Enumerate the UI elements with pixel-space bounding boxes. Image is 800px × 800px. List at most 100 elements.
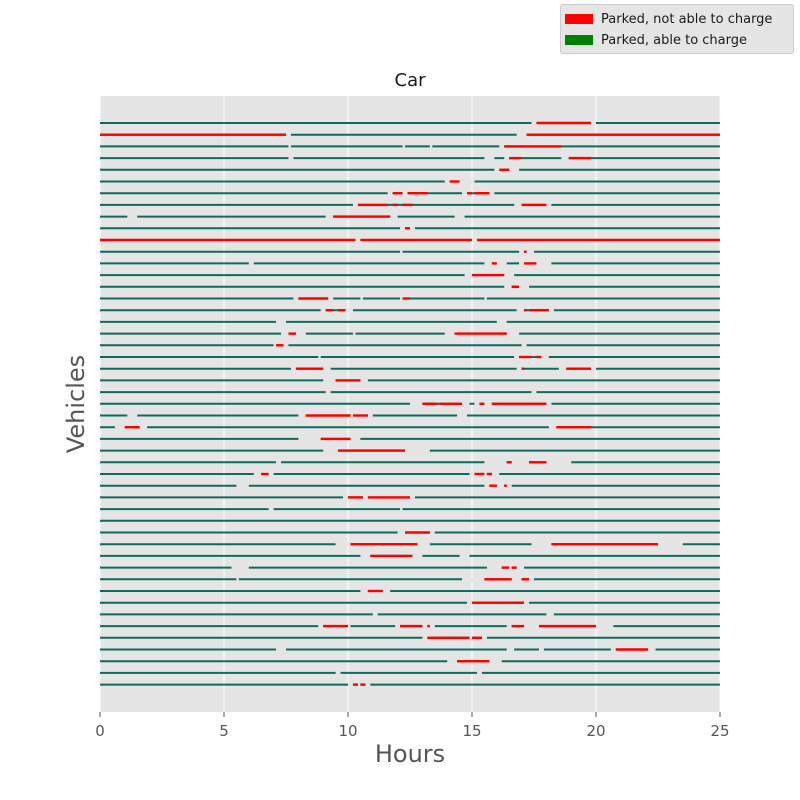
not-parked-gap [127,413,138,418]
not-parked-gap [360,378,368,383]
not-parked-gap [323,448,339,453]
not-parked-gap [350,413,353,418]
not-parked-gap [506,647,515,652]
legend-label-able: Parked, able to charge [601,32,748,48]
not-parked-gap [469,472,475,476]
not-parked-gap [591,121,596,125]
vehicle-row [100,401,720,406]
vehicle-row [100,121,720,125]
vehicle-row [100,191,720,196]
not-parked-gap [462,191,468,196]
not-parked-gap [462,577,485,582]
not-parked-gap [286,132,291,137]
not-parked-gap [350,436,361,441]
not-parked-gap [494,167,500,172]
not-parked-gap [519,284,530,289]
not-parked-gap [489,191,495,196]
not-parked-gap [546,460,572,465]
not-parked-gap [558,366,567,371]
vehicle-row [100,436,720,441]
not-parked-gap [506,483,512,488]
not-parked-gap [335,670,341,675]
not-parked-gap [524,600,530,605]
not-parked-gap [397,530,406,535]
not-parked-gap [422,624,428,629]
not-parked-gap [253,472,262,476]
not-parked-gap [236,577,239,582]
not-parked-gap [323,378,336,383]
not-parked-gap [548,308,554,313]
not-parked-gap [524,624,539,629]
not-parked-gap [402,144,406,149]
not-parked-gap [531,390,537,395]
not-parked-gap [390,214,398,219]
not-parked-gap [484,296,487,301]
not-parked-gap [561,156,569,161]
not-parked-gap [360,296,363,301]
not-parked-gap [410,495,415,500]
not-parked-gap [357,682,361,687]
vehicle-row [100,577,720,582]
x-axis-ticks: 0 5 10 15 20 25 [95,712,730,740]
not-parked-gap [484,460,507,465]
vehicle-row [100,425,720,430]
vehicle-row [100,448,720,453]
not-parked-gap [536,261,552,266]
not-parked-gap [402,191,408,196]
vehicle-row [100,343,720,348]
not-parked-gap [531,121,537,125]
not-parked-gap [531,542,552,547]
vehicle-row [100,238,720,242]
not-parked-gap [514,202,522,207]
not-parked-gap [519,249,525,254]
not-parked-gap [268,507,274,512]
not-parked-gap [268,472,274,476]
vehicle-row [100,495,720,500]
vehicle-timelines [100,121,720,687]
legend-label-not-able: Parked, not able to charge [601,11,773,27]
not-parked-gap [476,670,482,675]
not-parked-gap [362,495,368,500]
legend-swatch-green [565,35,593,45]
x-tick-label: 0 [95,722,105,740]
not-parked-gap [509,167,520,172]
vehicle-row [100,670,720,675]
not-parked-gap [459,179,475,184]
vehicle-row [100,214,720,219]
not-parked-gap [504,284,512,289]
vehicle-row [100,682,720,687]
vehicle-row [100,542,720,547]
vehicle-row [100,167,720,172]
not-parked-gap [298,436,321,441]
vehicle-row [100,355,720,359]
not-parked-gap [429,624,435,629]
not-parked-gap [546,401,552,406]
not-parked-gap [658,542,683,547]
not-parked-gap [355,238,361,242]
not-parked-gap [504,273,515,278]
not-parked-gap [429,530,435,535]
not-parked-gap [320,308,326,313]
not-parked-gap [457,413,468,418]
vehicle-row [100,226,720,231]
not-parked-gap [511,460,530,465]
not-parked-gap [290,366,296,371]
vehicle-row [100,366,720,371]
not-parked-gap [541,355,549,359]
not-parked-gap [546,612,554,617]
not-parked-gap [352,331,356,336]
not-parked-gap [295,331,306,336]
not-parked-gap [591,366,596,371]
not-parked-gap [367,413,373,418]
not-parked-gap [360,589,368,593]
not-parked-gap [529,577,534,582]
not-parked-gap [504,156,510,161]
not-parked-gap [516,308,525,313]
not-parked-gap [489,659,502,664]
not-parked-gap [496,483,505,488]
not-parked-gap [382,589,391,593]
not-parked-gap [352,202,358,207]
not-parked-gap [511,577,522,582]
not-parked-gap [496,261,507,266]
not-parked-gap [410,401,423,406]
